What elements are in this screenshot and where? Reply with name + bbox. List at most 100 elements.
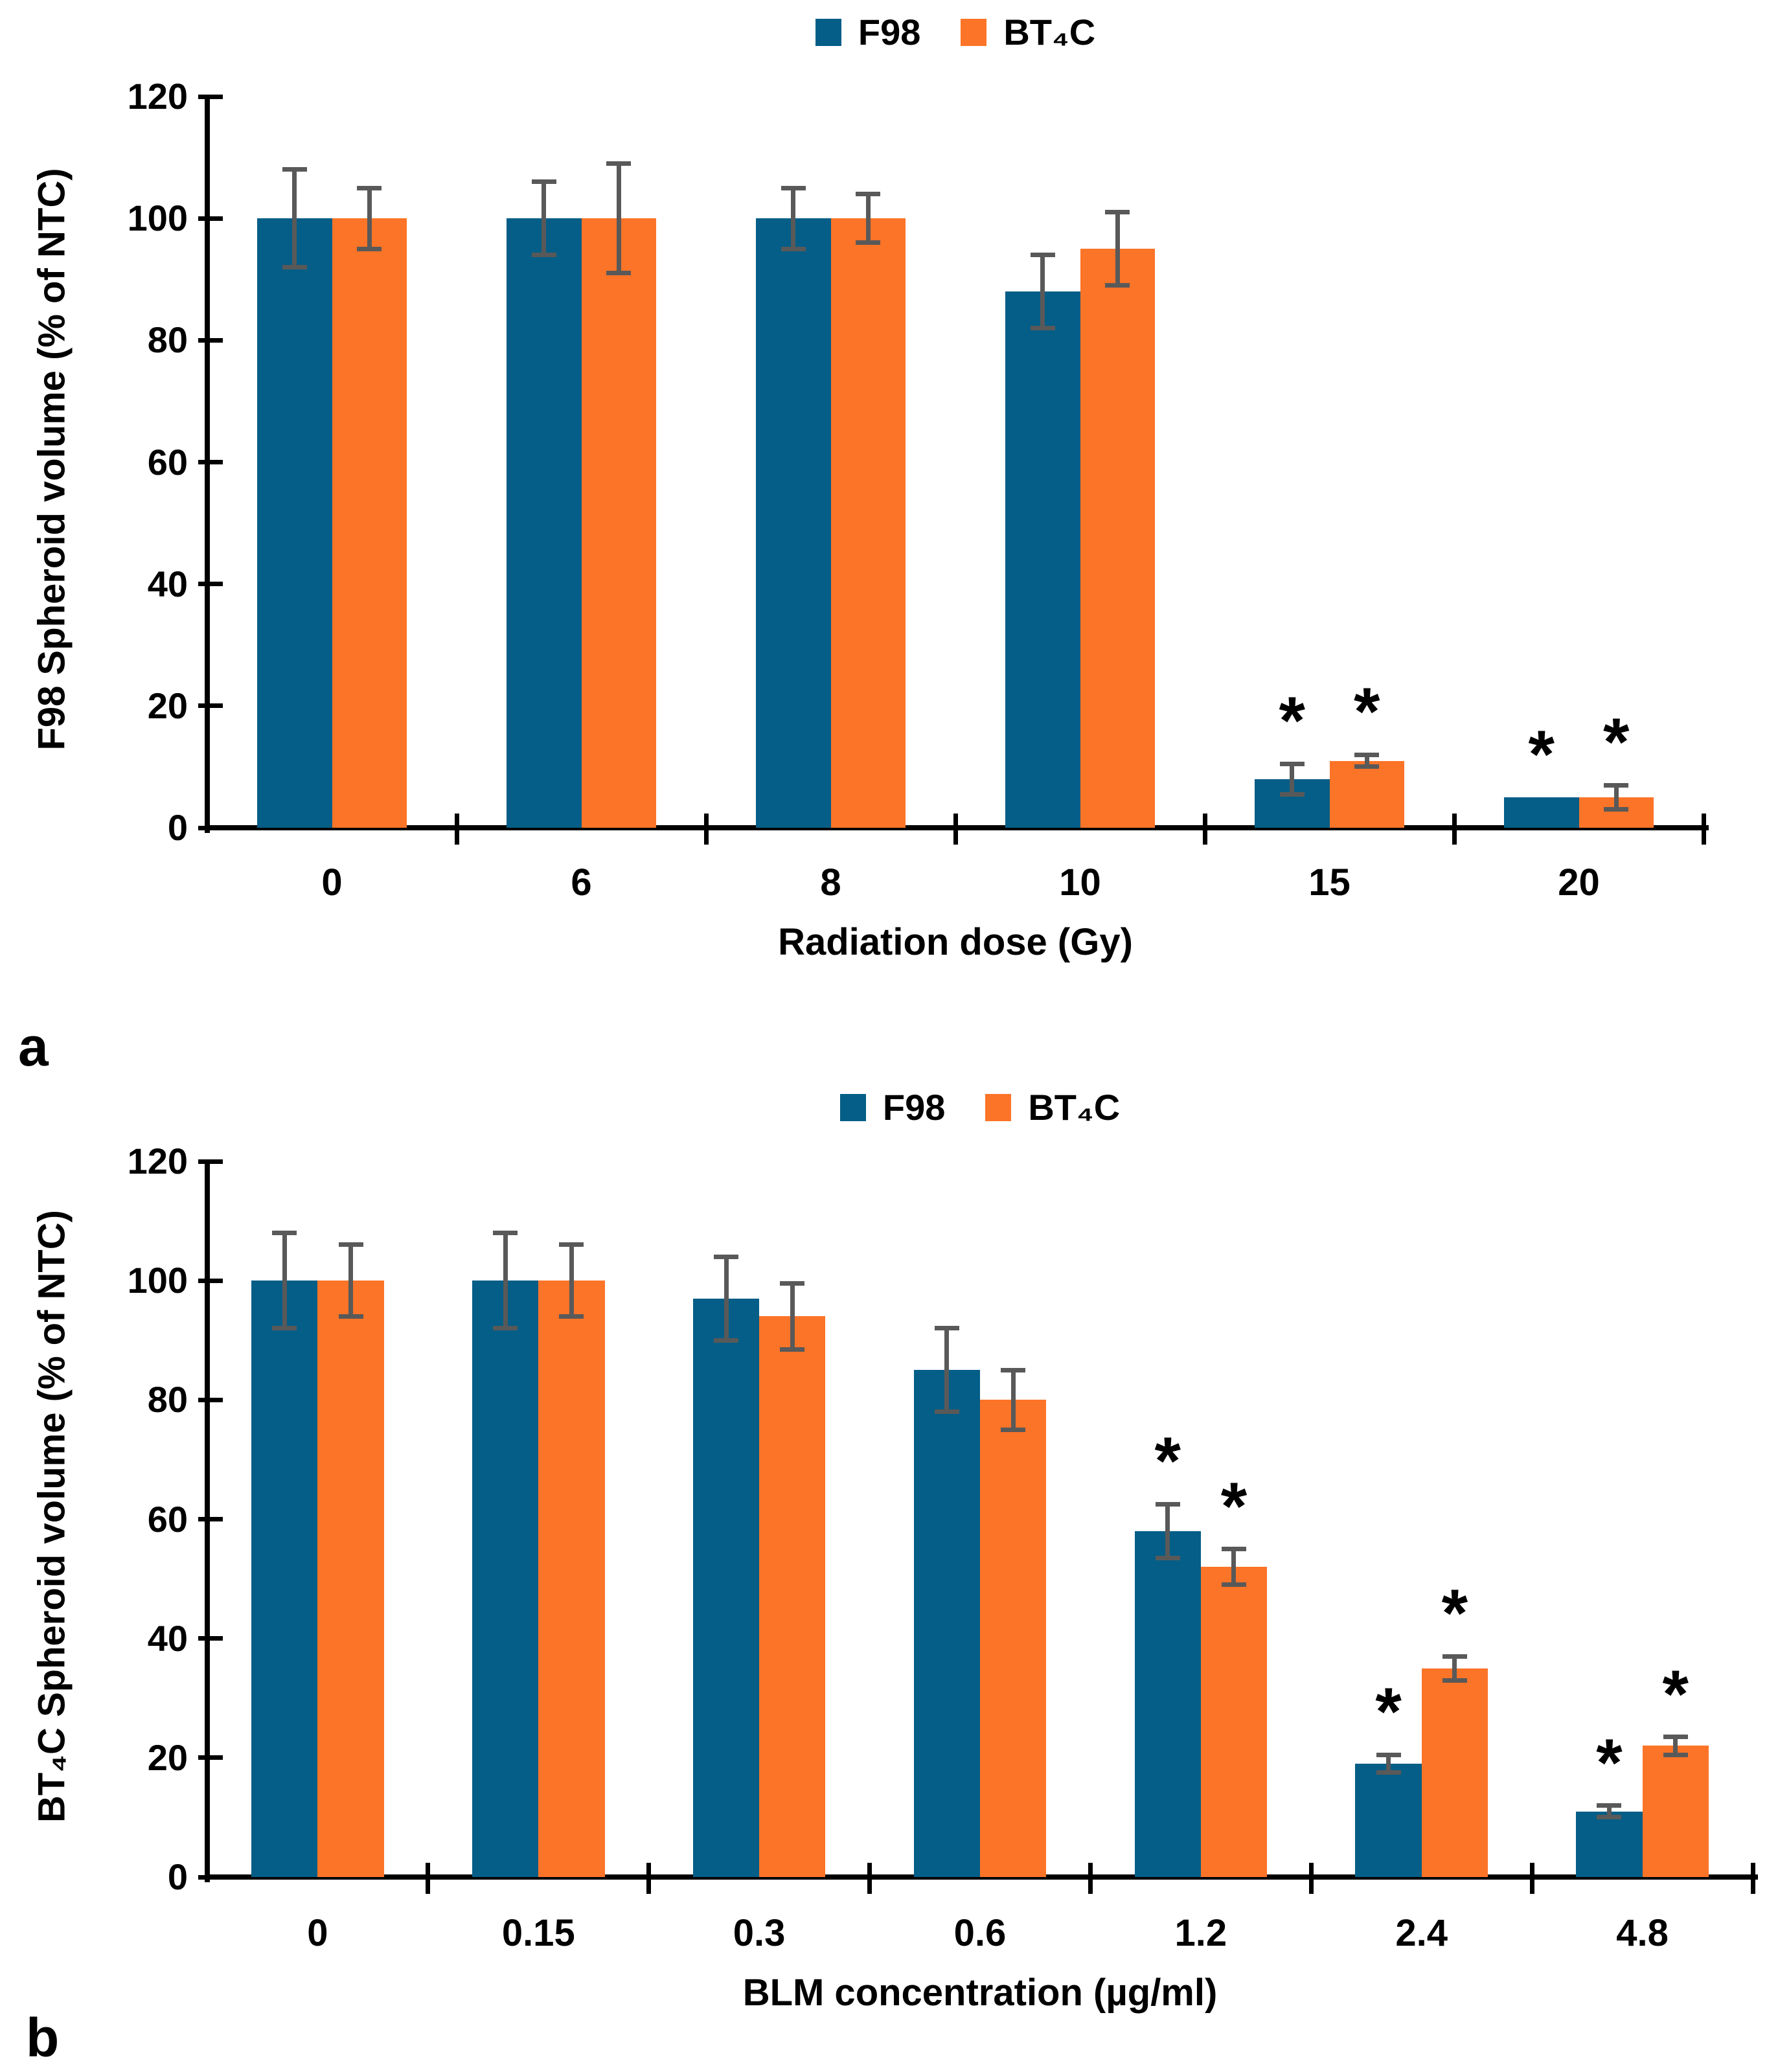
error-bar-cap-bottom [272, 1326, 297, 1331]
x-tick-label-0.6-b: 0.6 [953, 1912, 1007, 1954]
legend-swatch-icon [815, 19, 841, 46]
error-bar-cap-bottom [1442, 1678, 1467, 1683]
legend-item-BTC-b: BT₄C [985, 1089, 1120, 1126]
x-axis-title-b: BLM concentration (µg/ml) [742, 1972, 1218, 2014]
x-tick-label-8-a: 8 [820, 861, 841, 904]
error-bar-BTC-8-a [865, 194, 871, 243]
error-bar-F98-0-b [282, 1233, 287, 1328]
error-bar-F98-15-a [1290, 764, 1295, 795]
significance-asterisk-BTC-15-a: * [1354, 674, 1380, 750]
error-bar-F98-0.6-b [944, 1328, 950, 1412]
error-bar-cap-bottom [780, 1347, 805, 1352]
error-bar-cap-bottom [282, 264, 307, 269]
significance-asterisk-BTC-4.8-b: * [1662, 1656, 1689, 1732]
bar-F98-4.8-b [1576, 1811, 1643, 1877]
x-tick-label-0.3-b: 0.3 [733, 1912, 786, 1954]
error-bar-BTC-0.3-b [790, 1283, 795, 1350]
error-bar-F98-4.8-b [1606, 1805, 1612, 1817]
bar-BTC-0-b [317, 1281, 384, 1877]
error-bar-cap-bottom [1221, 1582, 1246, 1588]
x-axis-tick-b [1529, 1863, 1534, 1894]
error-bar-cap-top [1030, 253, 1055, 258]
significance-asterisk-F98-4.8-b: * [1596, 1725, 1623, 1801]
error-bar-BTC-2.4-b [1452, 1656, 1457, 1681]
x-axis-tick-a [1452, 814, 1457, 845]
error-bar-cap-bottom [1030, 326, 1055, 331]
bar-BTC-0-a [332, 218, 407, 828]
x-axis-tick-b [426, 1863, 431, 1894]
error-bar-cap-bottom [781, 246, 806, 251]
y-axis-tick-b [198, 1517, 223, 1521]
bar-BTC-0.15-b [538, 1281, 605, 1877]
y-axis-tick-a [198, 825, 223, 830]
bar-F98-0-a [257, 218, 332, 828]
y-tick-label-b: 60 [147, 1498, 188, 1540]
x-axis-title-a: Radiation dose (Gy) [778, 921, 1133, 963]
error-bar-cap-top [1597, 1803, 1622, 1808]
x-axis-tick-b [1088, 1863, 1093, 1894]
legend-label: BT₄C [1003, 12, 1096, 52]
y-axis-title-a: F98 Spheroid volume (% of NTC) [30, 167, 73, 751]
y-tick-label-a: 20 [147, 685, 188, 726]
x-axis-tick-a [1202, 814, 1207, 845]
x-axis-tick-a [1701, 814, 1706, 845]
x-tick-label-0-a: 0 [321, 861, 343, 904]
error-bar-cap-top [338, 1242, 363, 1247]
error-bar-BTC-0-a [367, 188, 372, 249]
error-bar-F98-0-a [292, 169, 297, 268]
y-tick-label-a: 80 [147, 319, 188, 361]
error-bar-cap-top [493, 1231, 518, 1235]
bar-BTC-15-a [1329, 760, 1404, 828]
bar-F98-0.15-b [472, 1281, 539, 1877]
error-bar-cap-top [1376, 1752, 1401, 1757]
error-bar-F98-8-a [791, 188, 796, 249]
error-bar-cap-bottom [1001, 1427, 1026, 1432]
error-bar-BTC-1.2-b [1231, 1549, 1237, 1585]
x-tick-label-20-a: 20 [1558, 861, 1600, 904]
error-bar-cap-top [934, 1326, 959, 1331]
legend-swatch-icon [839, 1094, 866, 1121]
y-axis-tick-a [198, 337, 223, 343]
error-bar-cap-top [282, 167, 307, 172]
error-bar-cap-bottom [1279, 791, 1305, 797]
error-bar-cap-top [1105, 210, 1130, 215]
legend-label: BT₄C [1028, 1087, 1121, 1128]
error-bar-cap-bottom [606, 271, 632, 276]
y-tick-label-a: 100 [127, 198, 188, 239]
bar-BTC-6-a [581, 218, 656, 828]
y-axis-title-b: BT₄C Spheroid volume (% of NTC) [30, 1209, 73, 1823]
error-bar-F98-0.15-b [503, 1233, 508, 1328]
bar-F98-0-b [251, 1281, 318, 1877]
error-bar-cap-top [1442, 1654, 1467, 1659]
error-bar-BTC-4.8-b [1673, 1736, 1678, 1755]
y-axis-tick-a [198, 703, 223, 709]
legend-b: F98 BT₄C [207, 1089, 1753, 1126]
error-bar-BTC-10-a [1115, 212, 1120, 286]
y-axis-tick-b [198, 1397, 223, 1402]
x-axis-tick-a [454, 814, 459, 845]
bar-BTC-10-a [1080, 249, 1155, 828]
significance-asterisk-F98-15-a: * [1279, 683, 1305, 759]
x-tick-label-15-a: 15 [1308, 861, 1351, 904]
x-tick-label-10-a: 10 [1059, 861, 1101, 904]
bar-F98-1.2-b [1134, 1531, 1201, 1877]
significance-asterisk-F98-2.4-b: * [1375, 1674, 1402, 1750]
error-bar-cap-top [606, 161, 632, 166]
y-tick-label-b: 80 [147, 1379, 188, 1420]
x-axis-tick-a [953, 814, 958, 845]
error-bar-cap-top [531, 179, 556, 185]
error-bar-cap-bottom [1663, 1752, 1688, 1757]
significance-asterisk-F98-1.2-b: * [1154, 1424, 1181, 1499]
y-axis-tick-b [198, 1159, 223, 1164]
x-axis-tick-a [703, 814, 709, 845]
bar-F98-2.4-b [1355, 1764, 1422, 1877]
error-bar-cap-top [1221, 1547, 1246, 1552]
legend-label: F98 [882, 1087, 946, 1128]
legend-swatch-icon [985, 1094, 1012, 1121]
error-bar-cap-bottom [357, 246, 382, 251]
error-bar-F98-1.2-b [1165, 1504, 1170, 1558]
y-tick-label-a: 40 [147, 563, 188, 604]
error-bar-cap-bottom [934, 1409, 959, 1415]
legend-swatch-icon [961, 19, 987, 46]
